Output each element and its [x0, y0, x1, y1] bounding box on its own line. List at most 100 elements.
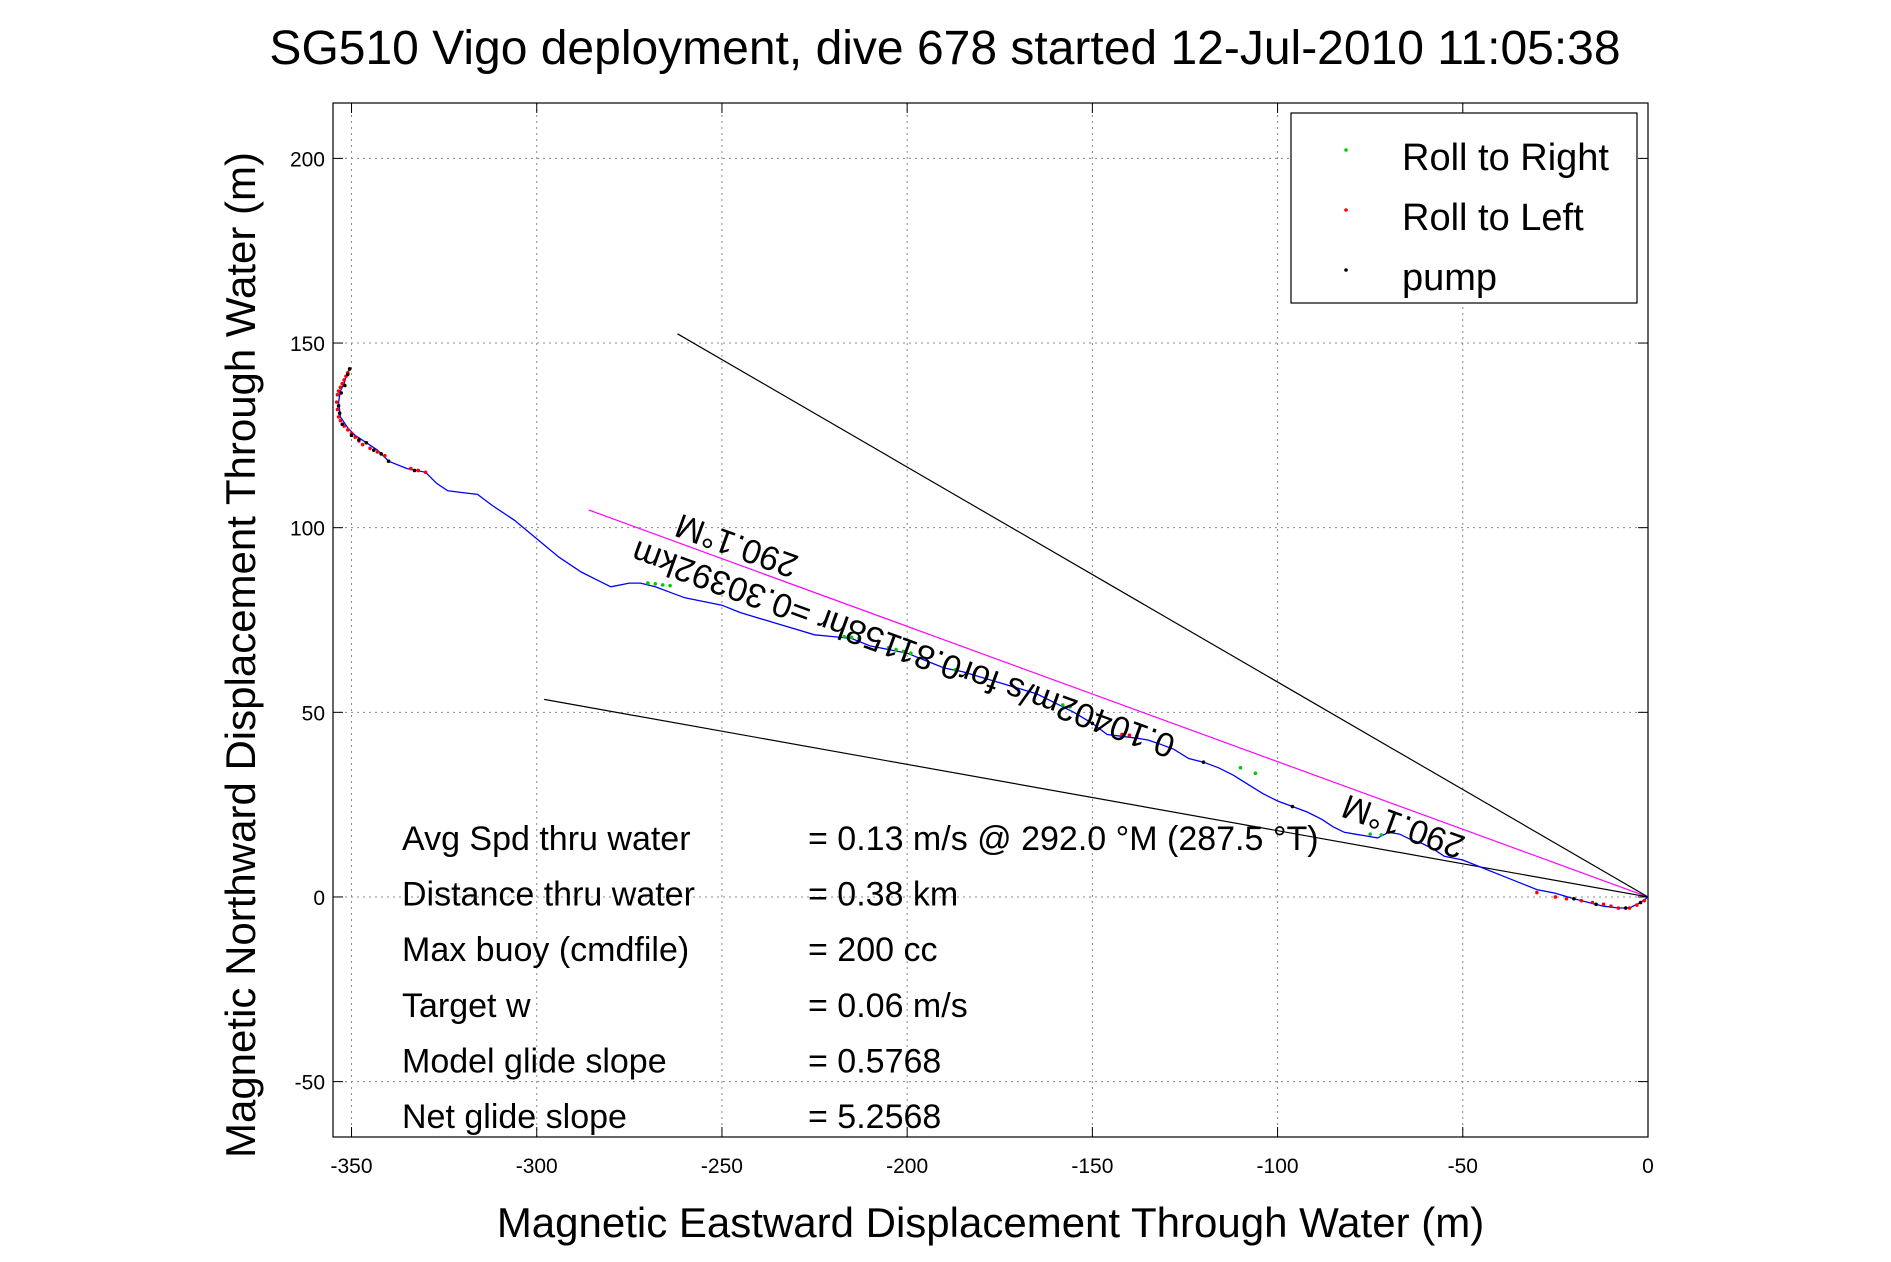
bound-line-lower — [544, 698, 1649, 898]
data-point — [1590, 900, 1595, 905]
data-point — [1572, 897, 1576, 901]
data-point — [1609, 904, 1613, 908]
data-point — [340, 381, 345, 386]
data-point — [336, 415, 341, 419]
data-point — [360, 442, 365, 447]
data-point — [343, 383, 347, 388]
data-point — [901, 649, 906, 654]
data-point — [1535, 890, 1539, 895]
y-axis-label: Magnetic Northward Displacement Through … — [217, 152, 264, 1158]
x-axis-label: Magnetic Eastward Displacement Through W… — [497, 1199, 1484, 1246]
data-point — [1616, 906, 1621, 910]
data-point — [668, 583, 672, 588]
data-point — [1120, 732, 1124, 737]
data-point — [334, 400, 339, 404]
data-point — [1594, 902, 1598, 907]
data-point — [1627, 906, 1632, 910]
data-point — [1201, 760, 1206, 764]
data-point — [336, 404, 341, 408]
data-point — [386, 459, 391, 464]
data-point — [347, 367, 352, 371]
data-point — [338, 418, 343, 423]
current-label: 0.10402m/s for0.81158hr =0.30392km — [627, 533, 1180, 765]
data-point — [1601, 902, 1606, 907]
x-tick-label: -300 — [516, 1155, 558, 1178]
data-point — [335, 407, 340, 412]
data-point — [379, 452, 383, 456]
stats-block: Avg Spd thru water = 0.13 m/s @ 292.0 °M … — [402, 820, 1319, 1136]
data-point — [337, 411, 342, 416]
x-tick-label: 0 — [1642, 1155, 1654, 1178]
y-tick-label: 200 — [290, 148, 325, 171]
track-line — [337, 368, 1649, 909]
data-point — [408, 466, 413, 471]
x-tick-label: -250 — [701, 1155, 743, 1178]
stat-value: = 0.13 m/s @ 292.0 °M (287.5 °T) — [808, 820, 1319, 858]
stat-value: = 0.5768 — [808, 1042, 941, 1080]
legend-marker — [1344, 268, 1348, 272]
data-point — [842, 634, 846, 639]
data-point — [335, 392, 340, 397]
data-point — [1642, 898, 1647, 903]
series-roll-to-left — [334, 367, 1647, 910]
y-tick-label: 50 — [302, 702, 325, 725]
x-tick-label: -100 — [1257, 1155, 1299, 1178]
ticks: -350 -300 -250 -200 -150 -100 -50 0 -50 0 50 100 150… — [290, 103, 1654, 1178]
data-point — [1253, 771, 1258, 776]
data-point — [886, 645, 891, 650]
data-point — [423, 470, 428, 475]
data-point — [416, 468, 420, 473]
data-point — [349, 433, 354, 438]
data-point — [353, 435, 358, 440]
data-point — [1060, 703, 1065, 707]
data-point — [1238, 765, 1243, 770]
stat-label: Max buoy (cmdfile) — [402, 931, 689, 969]
series-pump — [336, 367, 1643, 910]
data-point — [942, 666, 946, 670]
data-point — [849, 635, 854, 640]
data-point — [1638, 900, 1643, 905]
data-point — [346, 428, 350, 432]
data-point — [342, 378, 346, 382]
data-point — [364, 440, 369, 445]
data-point — [1564, 897, 1569, 901]
data-point — [894, 647, 898, 652]
legend-marker — [1344, 148, 1348, 152]
x-tick-label: -150 — [1071, 1155, 1113, 1178]
stat-value: = 0.38 km — [808, 876, 958, 914]
data-point — [340, 422, 345, 427]
data-point — [646, 581, 650, 585]
chart-title: SG510 Vigo deployment, dive 678 started … — [269, 22, 1620, 75]
data-point — [1068, 704, 1072, 709]
bound-line-upper — [677, 333, 1649, 898]
data-point — [383, 453, 387, 458]
stat-value: = 200 cc — [808, 931, 937, 969]
x-tick-label: -50 — [1448, 1155, 1478, 1178]
data-point — [375, 450, 380, 454]
legend: Roll to Right Roll to Left pump — [1290, 112, 1638, 304]
data-point — [909, 651, 913, 656]
data-point — [371, 448, 376, 452]
legend-label: pump — [1402, 257, 1497, 299]
y-tick-label: 0 — [313, 887, 325, 910]
legend-label: Roll to Right — [1402, 137, 1609, 179]
x-tick-label: -350 — [331, 1155, 373, 1178]
legend-marker — [1344, 208, 1348, 212]
data-point — [1368, 832, 1372, 836]
data-point — [660, 583, 665, 587]
data-point — [336, 389, 341, 393]
stat-value: = 0.06 m/s — [808, 987, 968, 1025]
data-point — [1635, 903, 1639, 907]
legend-label: Roll to Left — [1402, 197, 1584, 239]
x-tick-label: -200 — [886, 1155, 928, 1178]
y-tick-label: -50 — [295, 1072, 325, 1095]
stat-label: Distance thru water — [402, 876, 695, 914]
data-point — [1135, 734, 1139, 739]
stat-label: Net glide slope — [402, 1098, 627, 1136]
data-point — [1553, 895, 1558, 899]
data-point — [339, 391, 343, 395]
data-point — [1379, 833, 1384, 837]
data-point — [1623, 906, 1628, 910]
stat-label: Model glide slope — [402, 1042, 667, 1080]
axes-box — [332, 102, 1649, 1138]
